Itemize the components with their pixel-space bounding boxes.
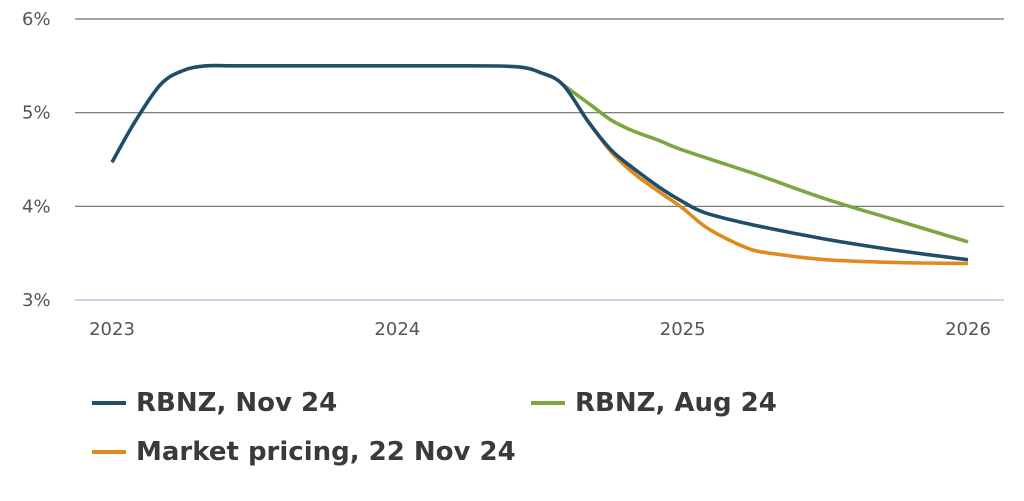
x-tick-label: 2025 — [660, 319, 706, 340]
series-layer — [110, 63, 969, 266]
y-tick-label: 6% — [22, 9, 51, 30]
grid-layer — [75, 18, 1004, 301]
x-tick-label: 2026 — [945, 319, 991, 340]
series-line-market-pricing — [587, 120, 969, 266]
y-tick-label: 5% — [22, 103, 51, 124]
axis-layer: 6% 5% 4% 3% 2023 2024 2025 2026 — [22, 9, 991, 340]
series-line-rbnz-nov-24 — [110, 63, 969, 262]
y-tick-label: 3% — [22, 290, 51, 311]
series-line-rbnz-aug-24 — [561, 83, 969, 244]
y-tick-label: 4% — [22, 196, 51, 217]
x-tick-label: 2024 — [374, 319, 420, 340]
x-tick-label: 2023 — [89, 319, 135, 340]
